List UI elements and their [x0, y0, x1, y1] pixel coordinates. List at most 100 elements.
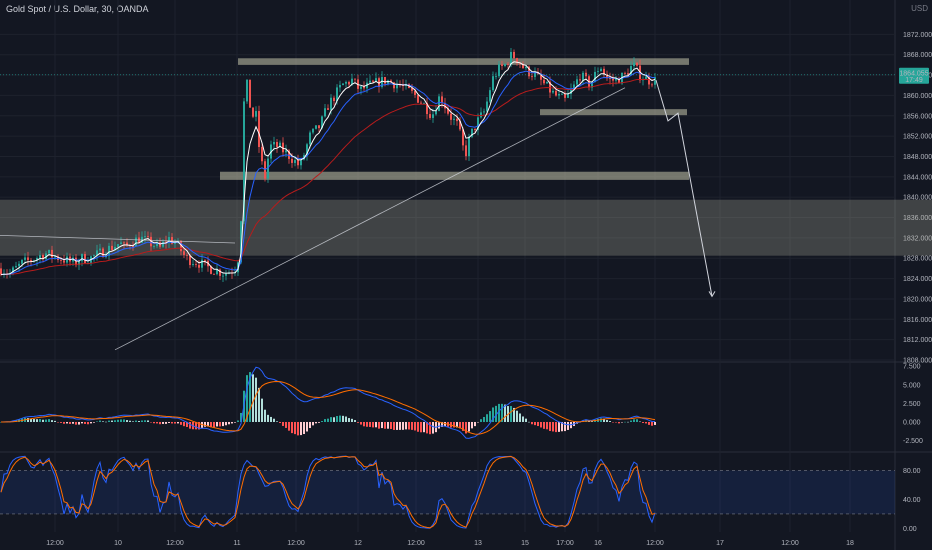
- candle-body: [297, 160, 299, 166]
- candle-body: [567, 93, 569, 98]
- macd-histogram-bar: [282, 421, 284, 426]
- macd-histogram-bar: [141, 420, 143, 422]
- macd-histogram-bar: [390, 421, 392, 429]
- macd-histogram-bar: [486, 414, 488, 422]
- candle-body: [348, 81, 350, 85]
- candle-body: [144, 236, 146, 237]
- macd-histogram-bar: [549, 421, 551, 431]
- macd-histogram-bar: [165, 421, 167, 424]
- macd-histogram-bar: [168, 421, 170, 423]
- projection-arrowhead: [708, 291, 716, 298]
- price-tick-label: 1816.000: [903, 317, 932, 324]
- candle-body: [609, 78, 611, 79]
- macd-histogram-bar: [318, 421, 320, 423]
- candle-body: [375, 78, 377, 82]
- candle-body: [591, 81, 593, 88]
- macd-histogram-bar: [552, 421, 554, 432]
- macd-histogram-bar: [627, 421, 629, 423]
- macd-histogram-bar: [639, 421, 641, 423]
- macd-histogram-bar: [114, 420, 116, 422]
- macd-histogram-bar: [60, 421, 62, 423]
- macd-histogram-bar: [198, 421, 200, 430]
- candle-body: [198, 264, 200, 268]
- macd-histogram-bar: [297, 421, 299, 436]
- candle-body: [252, 107, 254, 117]
- candle-body: [171, 237, 173, 244]
- macd-histogram-bar: [324, 419, 326, 422]
- candle-body: [261, 147, 263, 162]
- macd-histogram-bar: [417, 421, 419, 432]
- macd-histogram-bar: [453, 421, 455, 428]
- macd-histogram-bar: [489, 411, 491, 422]
- macd-histogram-bar: [591, 421, 593, 422]
- macd-histogram-bar: [561, 421, 563, 432]
- candle-body: [417, 94, 419, 103]
- macd-histogram-bar: [39, 419, 41, 422]
- macd-histogram-bar: [54, 420, 56, 422]
- macd-histogram-bar: [129, 420, 131, 422]
- macd-histogram-bar: [207, 421, 209, 427]
- macd-histogram-bar: [471, 421, 473, 429]
- candle-body: [99, 248, 101, 251]
- candle-body: [507, 64, 509, 65]
- candle-body: [222, 275, 224, 277]
- candle-body: [240, 221, 242, 263]
- macd-histogram-bar: [108, 420, 110, 422]
- macd-histogram-bar: [456, 421, 458, 428]
- candle-body: [516, 58, 518, 63]
- candle-body: [630, 66, 632, 76]
- candle-body: [36, 258, 38, 261]
- macd-histogram-bar: [75, 421, 77, 425]
- candle-body: [546, 81, 548, 84]
- macd-histogram-bar: [384, 421, 386, 429]
- macd-histogram-bar: [651, 421, 653, 426]
- candle-body: [321, 116, 323, 129]
- price-tick-label: 1852.000: [903, 134, 932, 141]
- macd-histogram-bar: [375, 421, 377, 428]
- macd-histogram-bar: [42, 419, 44, 422]
- macd-histogram-bar: [294, 421, 296, 435]
- macd-histogram-bar: [81, 421, 83, 424]
- macd-histogram-bar: [66, 421, 68, 424]
- macd-histogram-bar: [510, 406, 512, 422]
- candle-body: [42, 255, 44, 260]
- candle-body: [0, 268, 2, 275]
- candle-body: [465, 145, 467, 157]
- macd-histogram-bar: [237, 420, 239, 422]
- macd-histogram-bar: [369, 421, 371, 427]
- macd-histogram-bar: [171, 421, 173, 424]
- macd-histogram-bar: [534, 421, 536, 426]
- candle-body: [402, 85, 404, 87]
- macd-histogram-bar: [144, 420, 146, 422]
- price-tick-label: 1872.000: [903, 32, 932, 39]
- macd-histogram-bar: [342, 415, 344, 422]
- macd-histogram-bar: [567, 421, 569, 430]
- candle-body: [651, 84, 653, 86]
- macd-histogram-bar: [516, 410, 518, 422]
- macd-histogram-bar: [105, 421, 107, 423]
- macd-histogram-bar: [492, 407, 494, 422]
- time-tick-label: 12:00: [166, 540, 184, 547]
- candle-body: [354, 78, 356, 80]
- candle-body: [342, 83, 344, 86]
- candle-body: [414, 90, 416, 95]
- macd-histogram-bar: [150, 421, 152, 423]
- macd-tick-label: 0.000: [903, 419, 921, 426]
- price-tick-label: 1832.000: [903, 235, 932, 242]
- currency-unit: USD: [911, 4, 928, 13]
- candle-body: [624, 72, 626, 74]
- candle-body: [51, 249, 53, 258]
- macd-histogram-bar: [432, 421, 434, 434]
- macd-histogram-bar: [72, 421, 74, 424]
- candle-body: [423, 103, 425, 104]
- price-tick-label: 1856.000: [903, 113, 932, 120]
- time-tick-label: 12:00: [46, 540, 64, 547]
- macd-histogram-bar: [99, 420, 101, 422]
- macd-histogram-bar: [642, 421, 644, 423]
- candle-body: [168, 237, 170, 243]
- candle-body: [165, 241, 167, 243]
- macd-histogram-bar: [387, 421, 389, 429]
- macd-histogram-bar: [525, 418, 527, 422]
- candle-body: [618, 78, 620, 84]
